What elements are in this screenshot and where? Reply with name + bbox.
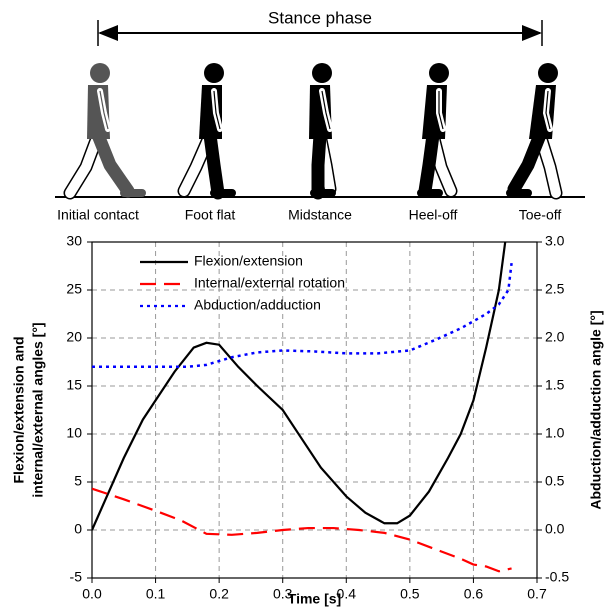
y-tick-label: 15 (66, 377, 82, 393)
y-tick-label: 30 (66, 233, 82, 249)
legend-label: Abduction/adduction (194, 297, 321, 313)
series-line (92, 487, 512, 573)
head (312, 63, 332, 83)
y-tick-label: 5 (74, 473, 82, 489)
arm-outline (438, 91, 444, 130)
y2-tick-label: 1.5 (545, 377, 565, 393)
phase-label: Heel-off (409, 207, 458, 223)
arm-outline (213, 90, 221, 130)
x-tick-label: 0.7 (527, 586, 547, 602)
phase-label: Midstance (288, 207, 352, 223)
front-leg (203, 128, 225, 200)
arm-outline (545, 90, 551, 130)
x-tick-label: 0.2 (209, 586, 229, 602)
back-leg-fill (65, 130, 103, 198)
x-tick-label: 0.3 (273, 586, 293, 602)
front-leg (311, 128, 327, 200)
y2-tick-label: 2.5 (545, 281, 565, 297)
series-line (92, 242, 507, 531)
head (429, 63, 449, 83)
walker (417, 63, 458, 198)
front-leg (91, 128, 135, 198)
front-leg (418, 128, 440, 198)
y-tick-label: -5 (70, 569, 83, 585)
walker (309, 63, 337, 200)
y2-axis-label: Abduction/adduction angle [°] (588, 310, 604, 509)
head (90, 63, 110, 83)
walker (63, 63, 146, 200)
y2-tick-label: 1.0 (545, 425, 565, 441)
y-tick-label: 25 (66, 281, 82, 297)
y2-tick-label: 3.0 (545, 233, 565, 249)
title-bg (250, 8, 390, 30)
y2-tick-label: -0.5 (545, 569, 569, 585)
y-axis-label: Flexion/extension and (11, 336, 27, 483)
x-tick-label: 0.0 (82, 586, 102, 602)
head (538, 63, 558, 83)
x-tick-label: 0.1 (146, 586, 166, 602)
legend-label: Internal/external rotation (194, 275, 345, 291)
phase-label: Toe-off (519, 207, 562, 223)
x-tick-label: 0.5 (400, 586, 420, 602)
y-tick-label: 20 (66, 329, 82, 345)
x-axis-label: Time [s] (288, 591, 341, 607)
plot-frame (91, 241, 538, 579)
phase-label: Foot flat (185, 207, 236, 223)
x-tick-label: 0.4 (337, 586, 357, 602)
y-axis-label: internal/external angles [°] (30, 322, 46, 497)
phase-label: Initial contact (57, 207, 139, 223)
y-tick-label: 0 (74, 521, 82, 537)
y2-tick-label: 2.0 (545, 329, 565, 345)
gait-illustration: Stance phase Initial contact Foot flat Mid… (55, 8, 585, 223)
arm-outline (321, 90, 331, 130)
back-leg-fill (535, 130, 561, 198)
head (204, 63, 224, 83)
y2-tick-label: 0.0 (545, 521, 565, 537)
x-tick-label: 0.6 (464, 586, 484, 602)
y-tick-label: 10 (66, 425, 82, 441)
walker (506, 63, 563, 200)
y2-tick-label: 0.5 (545, 473, 565, 489)
series-line (92, 262, 513, 369)
walker (177, 63, 236, 200)
front-leg (507, 128, 547, 196)
legend-label: Flexion/extension (194, 253, 303, 269)
stance-title: Stance phase (268, 8, 372, 27)
arm-outline (99, 90, 109, 130)
